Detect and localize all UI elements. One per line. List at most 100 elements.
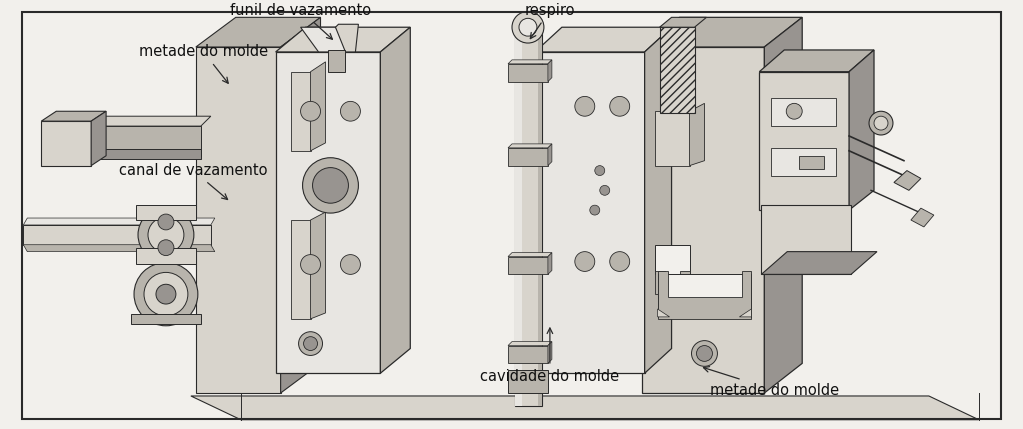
Polygon shape — [641, 17, 802, 47]
Polygon shape — [275, 52, 381, 373]
Polygon shape — [136, 205, 195, 220]
Polygon shape — [761, 252, 877, 275]
Polygon shape — [301, 27, 355, 52]
Polygon shape — [641, 47, 764, 393]
Polygon shape — [548, 341, 551, 363]
Polygon shape — [280, 17, 320, 393]
Polygon shape — [508, 64, 548, 82]
Polygon shape — [740, 309, 751, 317]
Circle shape — [594, 166, 605, 175]
Circle shape — [599, 185, 610, 195]
Text: metade do molde: metade do molde — [704, 367, 839, 398]
Polygon shape — [136, 248, 195, 265]
Polygon shape — [56, 126, 201, 156]
Polygon shape — [799, 156, 825, 169]
Polygon shape — [658, 275, 751, 317]
Text: funil de vazamento: funil de vazamento — [230, 3, 371, 39]
Polygon shape — [291, 220, 311, 319]
Polygon shape — [515, 22, 542, 406]
Polygon shape — [515, 22, 522, 406]
Circle shape — [697, 345, 712, 361]
Polygon shape — [91, 111, 106, 166]
Circle shape — [138, 207, 194, 263]
Polygon shape — [764, 17, 802, 393]
Polygon shape — [291, 72, 311, 151]
Polygon shape — [655, 245, 690, 275]
Polygon shape — [381, 27, 410, 373]
Circle shape — [303, 158, 358, 213]
Polygon shape — [508, 144, 551, 148]
Circle shape — [158, 214, 174, 230]
Polygon shape — [195, 47, 280, 393]
Circle shape — [158, 240, 174, 256]
Polygon shape — [849, 50, 874, 210]
Polygon shape — [548, 253, 551, 275]
Polygon shape — [24, 218, 215, 225]
Circle shape — [610, 97, 630, 116]
Polygon shape — [548, 60, 551, 82]
Polygon shape — [548, 144, 551, 166]
Polygon shape — [535, 52, 644, 373]
Polygon shape — [311, 212, 325, 319]
Polygon shape — [275, 27, 410, 52]
Polygon shape — [131, 314, 201, 324]
Polygon shape — [41, 111, 106, 121]
Polygon shape — [894, 171, 921, 190]
Polygon shape — [655, 272, 690, 294]
Circle shape — [155, 284, 176, 304]
Circle shape — [144, 272, 188, 316]
Circle shape — [519, 18, 537, 36]
Polygon shape — [660, 27, 695, 113]
Circle shape — [610, 252, 630, 272]
Circle shape — [590, 205, 599, 215]
Circle shape — [299, 332, 322, 356]
Polygon shape — [761, 205, 851, 275]
Polygon shape — [41, 121, 91, 166]
Circle shape — [148, 217, 184, 253]
Polygon shape — [56, 116, 211, 126]
Polygon shape — [535, 27, 671, 52]
Circle shape — [869, 111, 893, 135]
Text: canal de vazamento: canal de vazamento — [119, 163, 268, 199]
Polygon shape — [508, 148, 548, 166]
Polygon shape — [195, 17, 320, 47]
Polygon shape — [336, 24, 358, 52]
Text: cavidade do molde: cavidade do molde — [481, 328, 620, 384]
Polygon shape — [660, 17, 707, 27]
Polygon shape — [311, 62, 325, 151]
Polygon shape — [508, 253, 551, 257]
Text: metade do molde: metade do molde — [139, 45, 268, 83]
Polygon shape — [24, 225, 211, 245]
Polygon shape — [508, 257, 548, 275]
Polygon shape — [658, 272, 751, 319]
Polygon shape — [41, 149, 201, 159]
Circle shape — [313, 168, 349, 203]
Circle shape — [134, 263, 197, 326]
Polygon shape — [508, 341, 551, 345]
Polygon shape — [508, 60, 551, 64]
Polygon shape — [644, 27, 671, 373]
Polygon shape — [759, 50, 874, 72]
Bar — [771, 148, 836, 175]
Text: respiro: respiro — [525, 3, 575, 39]
Circle shape — [341, 101, 360, 121]
Polygon shape — [508, 370, 548, 393]
Circle shape — [692, 341, 717, 366]
Circle shape — [787, 103, 802, 119]
Polygon shape — [759, 72, 849, 210]
Polygon shape — [655, 111, 690, 166]
Polygon shape — [191, 396, 979, 420]
Bar — [771, 98, 836, 126]
Polygon shape — [910, 208, 934, 227]
Polygon shape — [658, 309, 670, 317]
Circle shape — [512, 12, 544, 43]
Circle shape — [301, 101, 320, 121]
Circle shape — [575, 252, 594, 272]
Circle shape — [874, 116, 888, 130]
Circle shape — [341, 254, 360, 275]
Polygon shape — [508, 345, 548, 363]
Polygon shape — [538, 22, 542, 406]
Circle shape — [575, 97, 594, 116]
Circle shape — [301, 254, 320, 275]
Polygon shape — [328, 50, 346, 72]
